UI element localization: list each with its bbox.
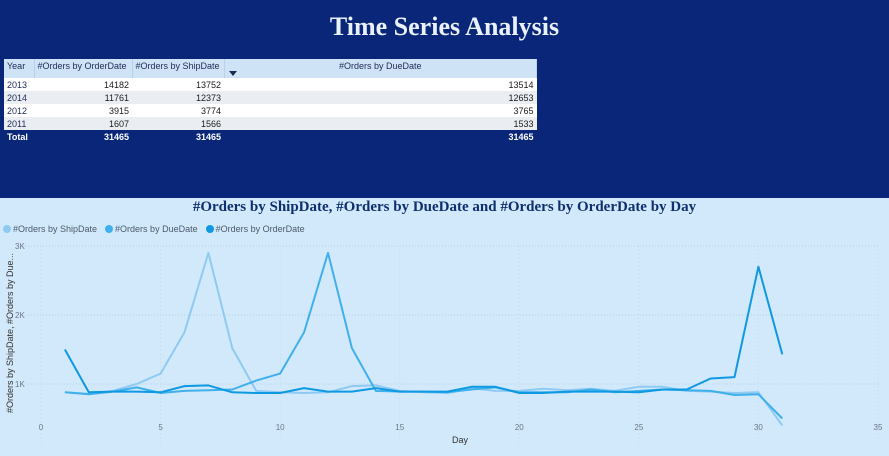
series-line-3 xyxy=(64,265,784,394)
y-tick-label: 1K xyxy=(15,380,25,389)
legend-dot-icon xyxy=(205,225,214,233)
sort-descending-icon[interactable] xyxy=(229,71,237,76)
column-header-orderdate[interactable]: #Orders by OrderDate xyxy=(34,59,133,78)
cell-duedate: 12653 xyxy=(224,91,537,104)
legend-label: #Orders by ShipDate xyxy=(13,224,98,234)
legend-item-duedate[interactable]: #Orders by DueDate xyxy=(105,224,198,234)
legend-dot-icon xyxy=(105,225,114,233)
chart-legend: #Orders by ShipDate #Orders by DueDate #… xyxy=(3,224,305,234)
legend-dot-icon xyxy=(3,225,11,233)
y-axis-title: #Orders by ShipDate, #Orders by Due... xyxy=(5,253,15,413)
cell-total-orderdate: 31465 xyxy=(34,130,132,144)
column-header-duedate[interactable]: #Orders by DueDate xyxy=(224,59,537,78)
legend-label: #Orders by OrderDate xyxy=(215,224,305,234)
x-tick-label: 35 xyxy=(874,423,883,432)
x-tick-label: 0 xyxy=(39,423,44,432)
cell-orderdate: 14182 xyxy=(103,79,129,90)
cell-orderdate: 1607 xyxy=(34,117,132,130)
y-tick-label: 2K xyxy=(15,311,25,320)
table-row: 2013 14182 13752 13514 xyxy=(4,78,537,91)
series-line-1 xyxy=(64,251,784,426)
orders-by-year-table[interactable]: Year #Orders by OrderDate #Orders by Shi… xyxy=(4,59,537,144)
x-tick-label: 10 xyxy=(276,423,285,432)
table-row: 2012 3915 3774 3765 xyxy=(4,104,537,117)
cell-total-duedate: 31465 xyxy=(224,130,537,144)
table-header-row: Year #Orders by OrderDate #Orders by Shi… xyxy=(4,59,537,78)
column-header-year[interactable]: Year xyxy=(4,59,35,78)
x-tick-label: 5 xyxy=(158,423,163,432)
page-title: Time Series Analysis xyxy=(329,12,560,41)
cell-total-label: Total xyxy=(4,130,34,144)
x-tick-label: 15 xyxy=(395,423,404,432)
table-row: 2014 11761 12373 12653 xyxy=(4,91,537,104)
legend-label: #Orders by DueDate xyxy=(115,224,198,234)
y-tick-label: 3K xyxy=(15,242,25,251)
cell-orderdate: 11761 xyxy=(34,91,132,104)
cell-shipdate: 12373 xyxy=(132,91,224,104)
cell-year: 2011 xyxy=(4,117,34,130)
cell-duedate: 3765 xyxy=(513,105,534,116)
orders-by-day-line-chart[interactable]: 1K 2K 3K 0 5 10 15 20 25 30 35 Day #Orders by ShipDa… xyxy=(0,236,889,456)
x-tick-label: 25 xyxy=(634,423,643,432)
column-header-shipdate[interactable]: #Orders by ShipDate xyxy=(132,59,225,78)
table-row: 2011 1607 1566 1533 xyxy=(4,117,537,130)
cell-duedate: 1533 xyxy=(224,117,537,130)
cell-orderdate: 3915 xyxy=(108,105,129,116)
header-panel: Time Series Analysis Year #Orders by Ord… xyxy=(0,0,889,198)
x-axis-title: Day xyxy=(452,435,469,445)
legend-item-orderdate[interactable]: #Orders by OrderDate xyxy=(205,224,305,234)
x-tick-label: 30 xyxy=(754,423,763,432)
cell-total-shipdate: 31465 xyxy=(132,130,224,144)
table-total-row: Total 31465 31465 31465 xyxy=(4,130,537,144)
cell-duedate: 13514 xyxy=(508,79,534,90)
legend-item-shipdate[interactable]: #Orders by ShipDate xyxy=(3,224,97,234)
cell-shipdate: 3774 xyxy=(200,105,221,116)
series-line-2 xyxy=(64,251,784,420)
chart-title: #Orders by ShipDate, #Orders by DueDate … xyxy=(192,199,697,215)
cell-year: 2013 xyxy=(7,79,28,90)
cell-shipdate: 1566 xyxy=(132,117,224,130)
cell-year: 2012 xyxy=(7,105,28,116)
cell-year: 2014 xyxy=(4,91,34,104)
cell-shipdate: 13752 xyxy=(195,79,221,90)
x-tick-label: 20 xyxy=(515,423,524,432)
